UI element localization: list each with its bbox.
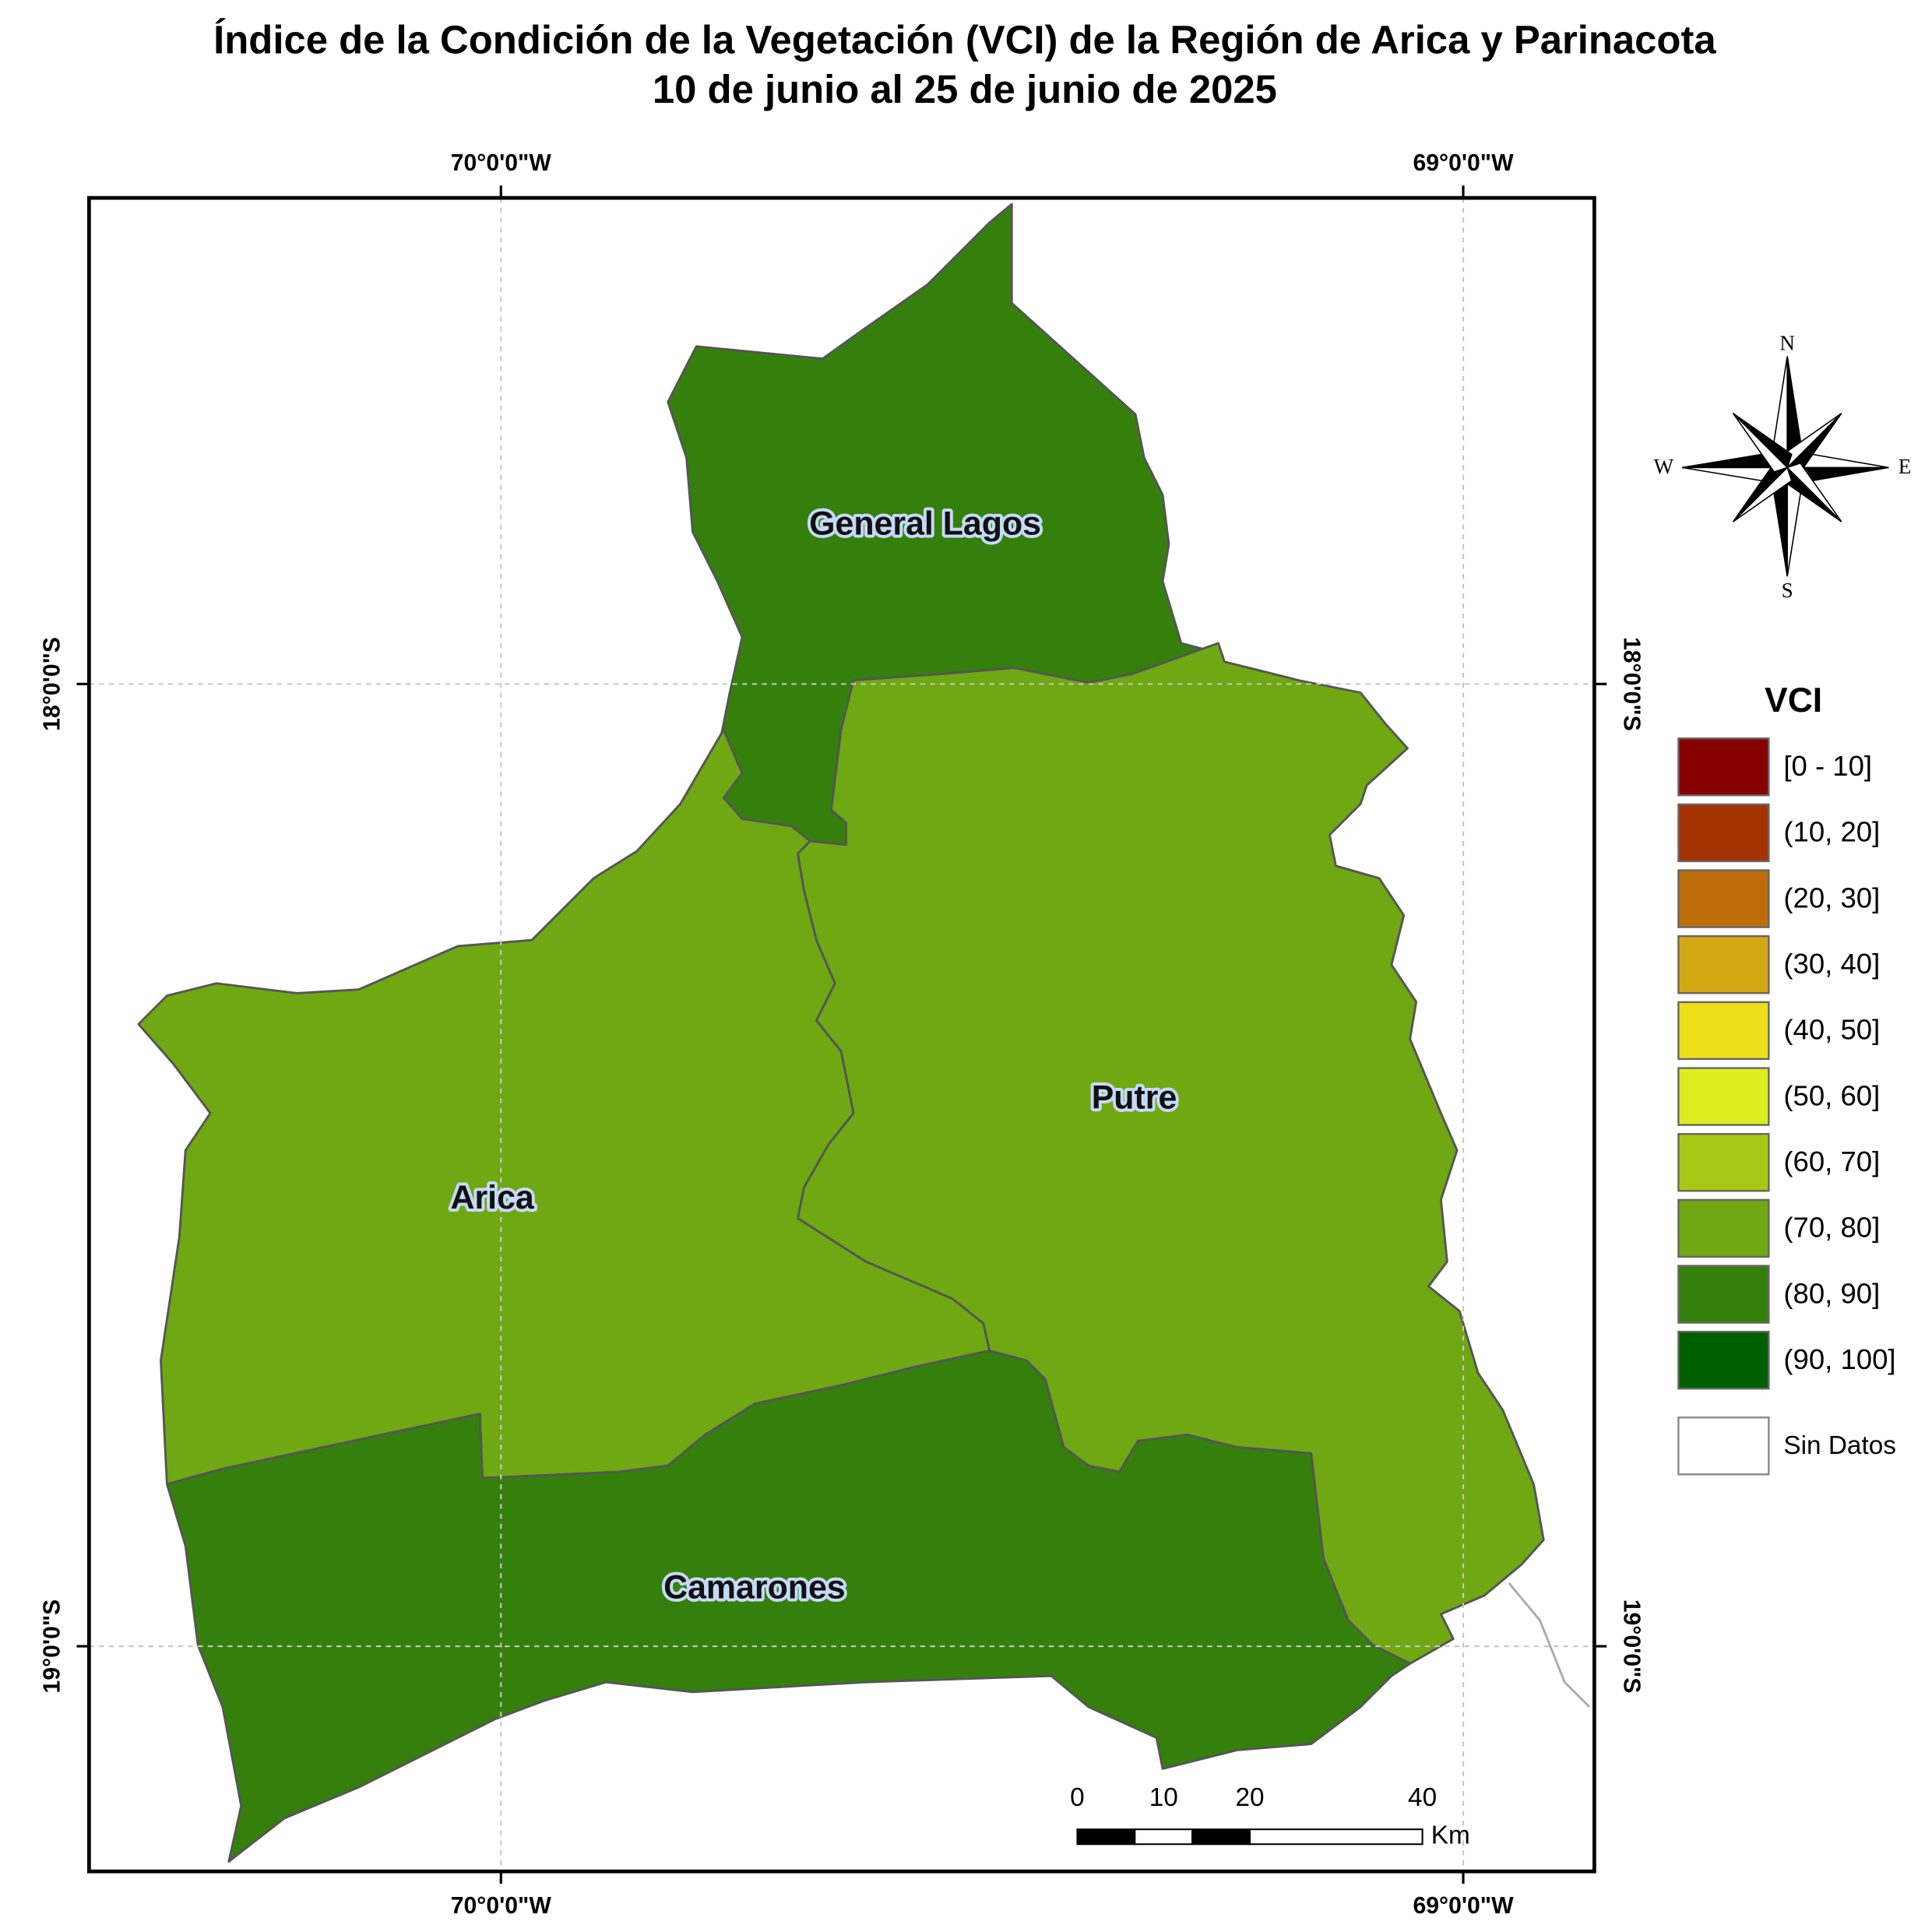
compass-arm [1786, 462, 1842, 523]
legend-swatch [1677, 1265, 1770, 1324]
graticule-label: 70°0'0"W [451, 150, 552, 176]
scale-label: 20 [1235, 1783, 1264, 1812]
subtitle: 10 de junio al 25 de junio de 2025 [653, 67, 1277, 111]
graticule-label: 70°0'0"W [451, 1893, 552, 1919]
graticule-label: 69°0'0"W [1413, 150, 1514, 176]
title: Índice de la Condición de la Vegetación … [213, 17, 1716, 62]
compass-north: N [1779, 331, 1795, 354]
legend-label: (10, 20] [1783, 816, 1880, 848]
legend-title: VCI [1765, 681, 1822, 720]
scale-label: 0 [1070, 1783, 1085, 1812]
legend-swatch [1677, 1330, 1770, 1390]
legend-label: (70, 80] [1783, 1212, 1880, 1244]
scale-label: 10 [1149, 1783, 1178, 1812]
compass-arm [1732, 466, 1793, 523]
legend-label: (40, 50] [1783, 1014, 1880, 1046]
graticule [89, 198, 1595, 1872]
regions [137, 202, 1545, 1863]
legend-swatch [1677, 1198, 1770, 1258]
region-labels: General Lagos Putre Arica Camarones [448, 501, 1181, 1609]
legend-swatch [1677, 803, 1770, 863]
region [165, 1350, 1412, 1863]
region-label: Putre [1092, 1079, 1177, 1116]
graticule-label: 18°0'0"S [39, 637, 65, 731]
region-label: Arica [451, 1179, 535, 1216]
legend-swatch [1677, 1001, 1770, 1061]
legend-label: (30, 40] [1783, 948, 1880, 980]
legend-label: [0 - 10] [1783, 750, 1872, 782]
region-label: Camarones [663, 1568, 846, 1606]
scale-segment [1248, 1828, 1423, 1846]
border-line [1508, 1582, 1591, 1708]
legend-swatch [1677, 869, 1770, 928]
compass-rose [1682, 356, 1889, 577]
legend-label: (80, 90] [1783, 1277, 1880, 1309]
graticule-label: 19°0'0"S [1618, 1599, 1644, 1694]
scale-segment [1191, 1828, 1251, 1846]
graticule-label: 18°0'0"S [1618, 637, 1644, 731]
legend-label: (90, 100] [1783, 1343, 1895, 1375]
compass-arm [1732, 413, 1789, 473]
compass-east: E [1899, 455, 1912, 478]
legend-label: Sin Datos [1783, 1431, 1896, 1460]
scale-segment [1134, 1828, 1194, 1846]
legend-swatch [1677, 935, 1770, 994]
scale-label: 40 [1408, 1783, 1437, 1812]
scale-unit: Km [1431, 1821, 1470, 1850]
legend-label: (20, 30] [1783, 882, 1880, 913]
legend-swatch [1677, 1416, 1770, 1476]
legend-label: (60, 70] [1783, 1145, 1880, 1177]
legend: [0 - 10] (10, 20] (20, 30] (30, 40] (40, 50]… [1677, 737, 1896, 1476]
map-frame [86, 195, 1596, 1874]
compass-west: W [1654, 455, 1674, 478]
legend-swatch [1677, 737, 1770, 797]
graticule-label: 19°0'0"S [39, 1599, 65, 1694]
legend-swatch [1677, 1067, 1770, 1126]
compass-south: S [1782, 579, 1793, 602]
legend-swatch [1677, 1133, 1770, 1192]
region-label: General Lagos [809, 505, 1041, 542]
scale-bar: 0 10 20 40 Km [1070, 1783, 1470, 1850]
scale-segment [1076, 1828, 1136, 1846]
ticks [76, 185, 1607, 1884]
legend-label: (50, 60] [1783, 1079, 1880, 1111]
graticule-label: 69°0'0"W [1413, 1893, 1514, 1919]
